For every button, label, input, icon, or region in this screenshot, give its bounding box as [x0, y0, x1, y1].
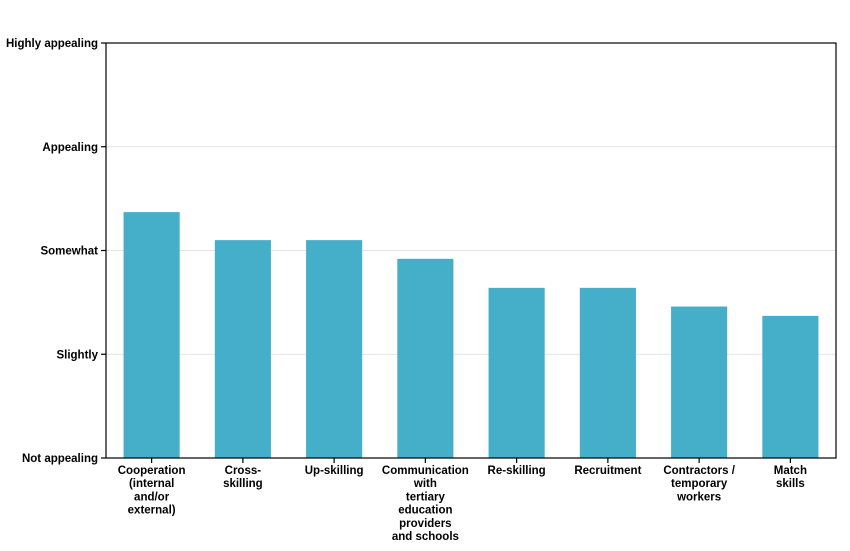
bars — [123, 212, 819, 458]
x-tick-label: Recruitment — [574, 465, 641, 477]
bar — [488, 287, 545, 458]
bar — [671, 306, 728, 458]
x-tick-label: Cooperation (internal and/or external) — [118, 465, 186, 517]
y-axis-ticks: Not appealing Slightly Somewhat Appealing Hi… — [6, 38, 106, 465]
y-tick-label: Highly appealing — [6, 38, 98, 50]
x-tick-label: Up-skilling — [305, 465, 364, 477]
bar — [123, 212, 180, 458]
y-tick-label: Not appealing — [22, 453, 98, 465]
bar — [579, 287, 636, 458]
y-tick-label: Appealing — [42, 142, 98, 154]
x-tick-label: Communication with tertiary education provid… — [382, 465, 469, 543]
bar — [397, 258, 454, 458]
x-tick-label: Contractors / temporary workers — [663, 465, 735, 503]
x-tick-label: Match skills — [774, 465, 807, 490]
bar — [306, 240, 363, 458]
x-tick-label: Cross-skilling — [223, 465, 263, 490]
y-tick-label: Somewhat — [40, 246, 98, 258]
bar — [762, 315, 819, 458]
x-tick-label: Re-skilling — [488, 465, 546, 477]
y-tick-label: Slightly — [56, 349, 98, 361]
x-axis-ticks: Cooperation (internal and/or external) Cross… — [118, 458, 807, 543]
bar — [214, 240, 271, 458]
